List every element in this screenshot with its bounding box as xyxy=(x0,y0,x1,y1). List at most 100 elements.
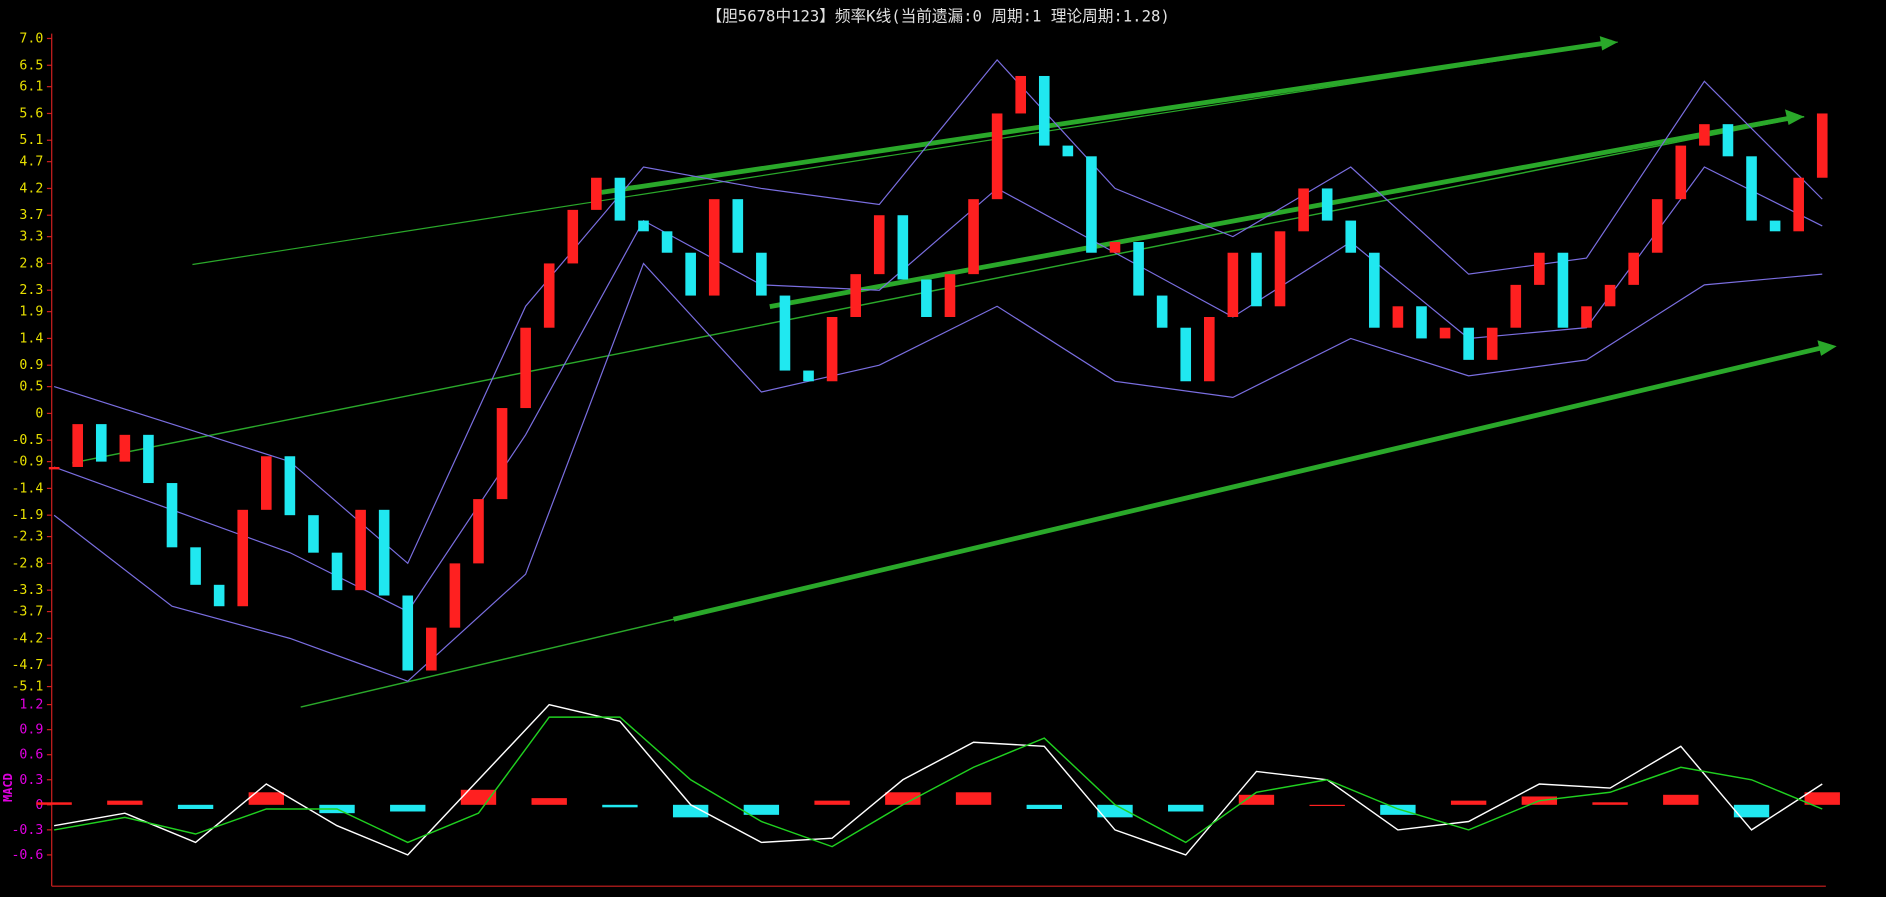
candle xyxy=(1203,316,1215,382)
candle xyxy=(190,547,201,585)
macd-bar xyxy=(107,800,143,805)
candle xyxy=(543,263,555,328)
candle xyxy=(1746,156,1757,221)
bollinger-band xyxy=(53,58,1823,565)
y-tick-label: 0.9 xyxy=(19,723,43,738)
macd-bar xyxy=(672,804,709,818)
y-tick-label: 1.4 xyxy=(19,331,43,346)
candle xyxy=(1651,199,1663,253)
candle xyxy=(1133,242,1144,296)
y-tick-label: -0.3 xyxy=(11,823,43,838)
y-tick-label: -3.3 xyxy=(11,583,43,598)
macd-bar xyxy=(955,792,992,805)
candle xyxy=(260,456,272,510)
y-tick-label: 7.0 xyxy=(19,31,43,46)
y-tick-label: -0.5 xyxy=(11,433,43,448)
candle xyxy=(1227,252,1239,317)
y-tick-label: 5.6 xyxy=(19,106,43,121)
y-tick-label: 6.1 xyxy=(19,80,43,95)
y-tick-label: 0.6 xyxy=(19,748,43,763)
macd-line xyxy=(54,716,1823,848)
macd-bar xyxy=(1309,804,1345,807)
y-tick-label: 1.9 xyxy=(19,305,43,320)
candle xyxy=(1463,327,1474,360)
y-tick-label: 4.2 xyxy=(19,181,43,196)
macd-bar xyxy=(36,802,72,805)
candle xyxy=(756,252,767,296)
candle xyxy=(732,199,744,253)
candle xyxy=(1816,113,1828,178)
y-tick-label: 0.5 xyxy=(19,380,43,395)
candle xyxy=(1274,231,1286,307)
candle xyxy=(921,279,932,317)
macd-bar xyxy=(1733,804,1770,818)
candle xyxy=(991,113,1003,200)
candle xyxy=(1534,252,1545,285)
y-tick-label: 2.3 xyxy=(19,283,43,298)
candle xyxy=(1086,156,1097,253)
macd-bar xyxy=(1168,804,1204,812)
y-tick-label: -2.3 xyxy=(11,530,43,545)
candle xyxy=(1416,306,1427,339)
y-tick-label: -1.4 xyxy=(11,481,43,496)
candle xyxy=(1699,124,1710,146)
candle xyxy=(968,199,979,275)
candle xyxy=(638,220,649,232)
candle xyxy=(1769,220,1781,232)
candle xyxy=(166,483,178,548)
candle xyxy=(378,509,390,596)
y-tick-label: 1.2 xyxy=(19,698,43,713)
y-tick-label: 0.3 xyxy=(19,773,43,788)
candle xyxy=(1439,327,1451,339)
candle xyxy=(213,584,225,607)
candle xyxy=(1628,252,1639,285)
y-tick-label: -5.1 xyxy=(11,680,43,695)
trend-line xyxy=(601,39,1613,195)
macd-bar xyxy=(814,800,850,805)
macd-bar xyxy=(1804,792,1840,805)
macd-line xyxy=(54,703,1823,856)
y-tick-label: -0.6 xyxy=(11,848,43,863)
candle xyxy=(1156,295,1168,328)
arrow-head xyxy=(1817,340,1837,356)
macd-bar xyxy=(1592,802,1628,805)
y-tick-label: -4.7 xyxy=(11,658,43,673)
y-tick-label: -1.9 xyxy=(11,508,43,523)
macd-bar xyxy=(885,792,921,805)
macd-bar xyxy=(602,804,638,808)
trend-line xyxy=(72,115,1805,464)
candle xyxy=(591,177,602,210)
y-tick-label: 0 xyxy=(35,798,43,813)
y-tick-label: 2.8 xyxy=(19,256,43,271)
macd-bar xyxy=(1026,804,1062,809)
macd-bar xyxy=(1450,800,1487,805)
candle xyxy=(1392,306,1404,328)
candle xyxy=(850,274,861,317)
candle xyxy=(803,370,814,382)
y-tick-label: -2.8 xyxy=(11,556,43,571)
candle xyxy=(520,327,531,409)
candle xyxy=(1038,75,1050,146)
y-tick-label: 0.9 xyxy=(19,358,43,373)
macd-bar xyxy=(1663,794,1699,805)
candle xyxy=(284,456,296,516)
trend-lines xyxy=(72,36,1837,708)
arrow-head xyxy=(1599,36,1618,51)
bollinger-band xyxy=(53,262,1823,682)
candle xyxy=(119,434,131,462)
candle xyxy=(1345,220,1357,253)
candle xyxy=(355,509,366,591)
macd-label: MACD xyxy=(1,773,15,802)
y-tick-label: -0.9 xyxy=(11,455,43,470)
candle xyxy=(873,215,885,275)
candle xyxy=(1722,124,1734,157)
chart-title: 【胆5678中123】频率K线(当前遗漏:0 周期:1 理论周期:1.28) xyxy=(707,6,1170,25)
candle xyxy=(449,563,461,628)
y-tick-label: 5.1 xyxy=(19,133,43,148)
macd-bar xyxy=(390,804,426,812)
candle xyxy=(1793,177,1804,232)
trend-line xyxy=(769,114,1799,309)
